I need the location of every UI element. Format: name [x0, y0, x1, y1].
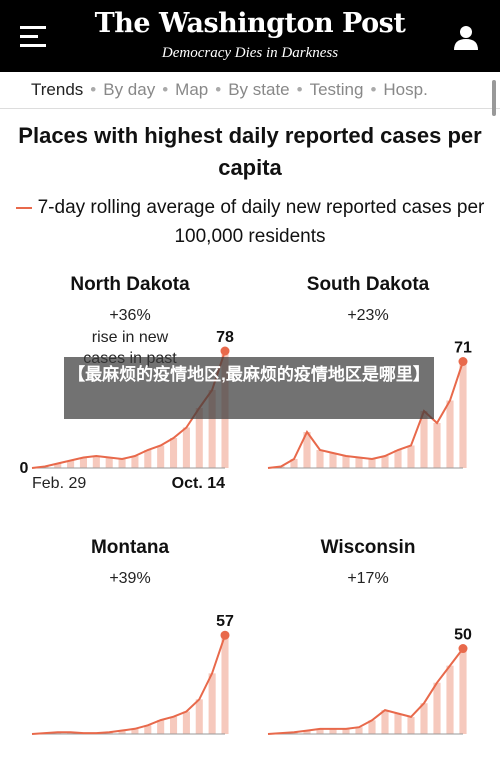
daily-bar — [208, 673, 216, 734]
top-bar: The Washington Post Democracy Dies in Da… — [0, 0, 500, 72]
daily-bar — [407, 445, 415, 468]
daily-bar — [381, 456, 389, 468]
tab-trends[interactable]: Trends — [31, 80, 84, 99]
daily-bar — [208, 390, 216, 468]
rolling-average-line — [31, 634, 226, 735]
tab-map[interactable]: Map — [175, 80, 209, 99]
daily-bar — [446, 400, 454, 468]
section-tabs: Trends • By day • Map • By state • Testing • Hosp. — [0, 72, 500, 109]
chart-annotation: rise in new — [92, 329, 169, 346]
daily-bar — [79, 457, 88, 468]
daily-bar — [221, 635, 229, 734]
end-point — [458, 357, 468, 366]
subtitle-text: 7-day rolling average of daily new repor… — [37, 197, 485, 247]
end-point — [220, 346, 230, 356]
daily-bar — [433, 682, 441, 734]
daily-bar — [329, 728, 337, 734]
end-value-label: 78 — [216, 329, 234, 346]
daily-bar — [394, 450, 402, 468]
daily-bar — [157, 720, 165, 734]
chart-change: +17% — [347, 570, 388, 587]
x-end-label: Oct. 14 — [172, 475, 225, 492]
daily-bar — [54, 463, 62, 468]
end-point — [458, 644, 468, 654]
daily-bar — [420, 703, 428, 734]
watermark-overlay: 【最麻烦的疫情地区,最麻烦的疫情地区是哪里】 — [64, 357, 434, 419]
end-value-label: 57 — [216, 613, 234, 630]
daily-bar — [182, 427, 190, 468]
daily-bar — [355, 457, 363, 468]
daily-bar — [368, 459, 376, 468]
daily-bar — [355, 727, 363, 734]
menu-icon[interactable] — [20, 26, 46, 47]
y-min-label: 0 — [20, 460, 29, 477]
daily-bar — [131, 728, 139, 734]
daily-bar — [329, 453, 337, 468]
daily-bar — [381, 710, 389, 734]
daily-bar — [105, 457, 113, 468]
chart-change: +23% — [347, 307, 388, 324]
daily-bar — [144, 725, 152, 734]
site-tagline: Democracy Dies in Darkness — [161, 45, 339, 61]
daily-bar — [433, 423, 441, 468]
daily-bar — [303, 730, 311, 734]
daily-bar — [368, 720, 376, 734]
daily-bar — [131, 456, 139, 468]
site-logo[interactable]: The Washington Post — [94, 8, 406, 39]
tabs-scrollbar[interactable] — [492, 80, 496, 116]
end-point — [220, 630, 230, 640]
daily-bar — [394, 713, 402, 734]
daily-bar — [420, 411, 428, 468]
daily-bar — [316, 450, 324, 468]
end-value-label: 71 — [454, 340, 472, 357]
daily-bar — [290, 459, 298, 468]
legend-line-swatch — [15, 206, 32, 209]
daily-bar — [118, 459, 126, 468]
x-start-label: Feb. 29 — [32, 475, 86, 492]
daily-bar — [446, 665, 454, 734]
daily-bar — [195, 408, 203, 468]
chart-title: Montana — [91, 537, 170, 558]
tab-hosp[interactable]: Hosp. — [383, 80, 428, 99]
daily-bar — [169, 438, 178, 468]
chart-title: South Dakota — [307, 274, 430, 295]
daily-bar — [92, 456, 100, 468]
rolling-average-line — [267, 647, 464, 735]
chart-change: +36% — [109, 307, 150, 324]
daily-bar — [118, 730, 126, 734]
chart-change: +39% — [109, 570, 150, 587]
daily-bar — [182, 711, 190, 734]
daily-bar — [459, 361, 467, 468]
daily-bar — [459, 648, 467, 734]
daily-bar — [157, 445, 165, 468]
chart-title: Wisconsin — [321, 537, 416, 558]
daily-bar — [195, 699, 203, 734]
daily-bar — [407, 716, 415, 734]
daily-bar — [144, 450, 152, 468]
tab-by-state[interactable]: By state — [228, 80, 290, 99]
daily-bar — [342, 456, 350, 468]
small-multiples-charts: North Dakota+36%rise in newcases in past… — [20, 274, 472, 735]
tab-by-day[interactable]: By day — [103, 80, 156, 99]
chart-title: North Dakota — [70, 274, 190, 295]
daily-bar — [316, 728, 324, 734]
daily-bar — [169, 716, 178, 734]
chart-subtitle: 7-day rolling average of daily new repor… — [0, 193, 500, 251]
tab-testing[interactable]: Testing — [309, 80, 364, 99]
page-title: Places with highest daily reported cases… — [18, 123, 482, 180]
user-icon[interactable] — [453, 24, 479, 50]
daily-bar — [342, 728, 350, 734]
daily-bar — [67, 460, 75, 468]
daily-bar — [303, 432, 311, 468]
end-value-label: 50 — [454, 627, 472, 644]
